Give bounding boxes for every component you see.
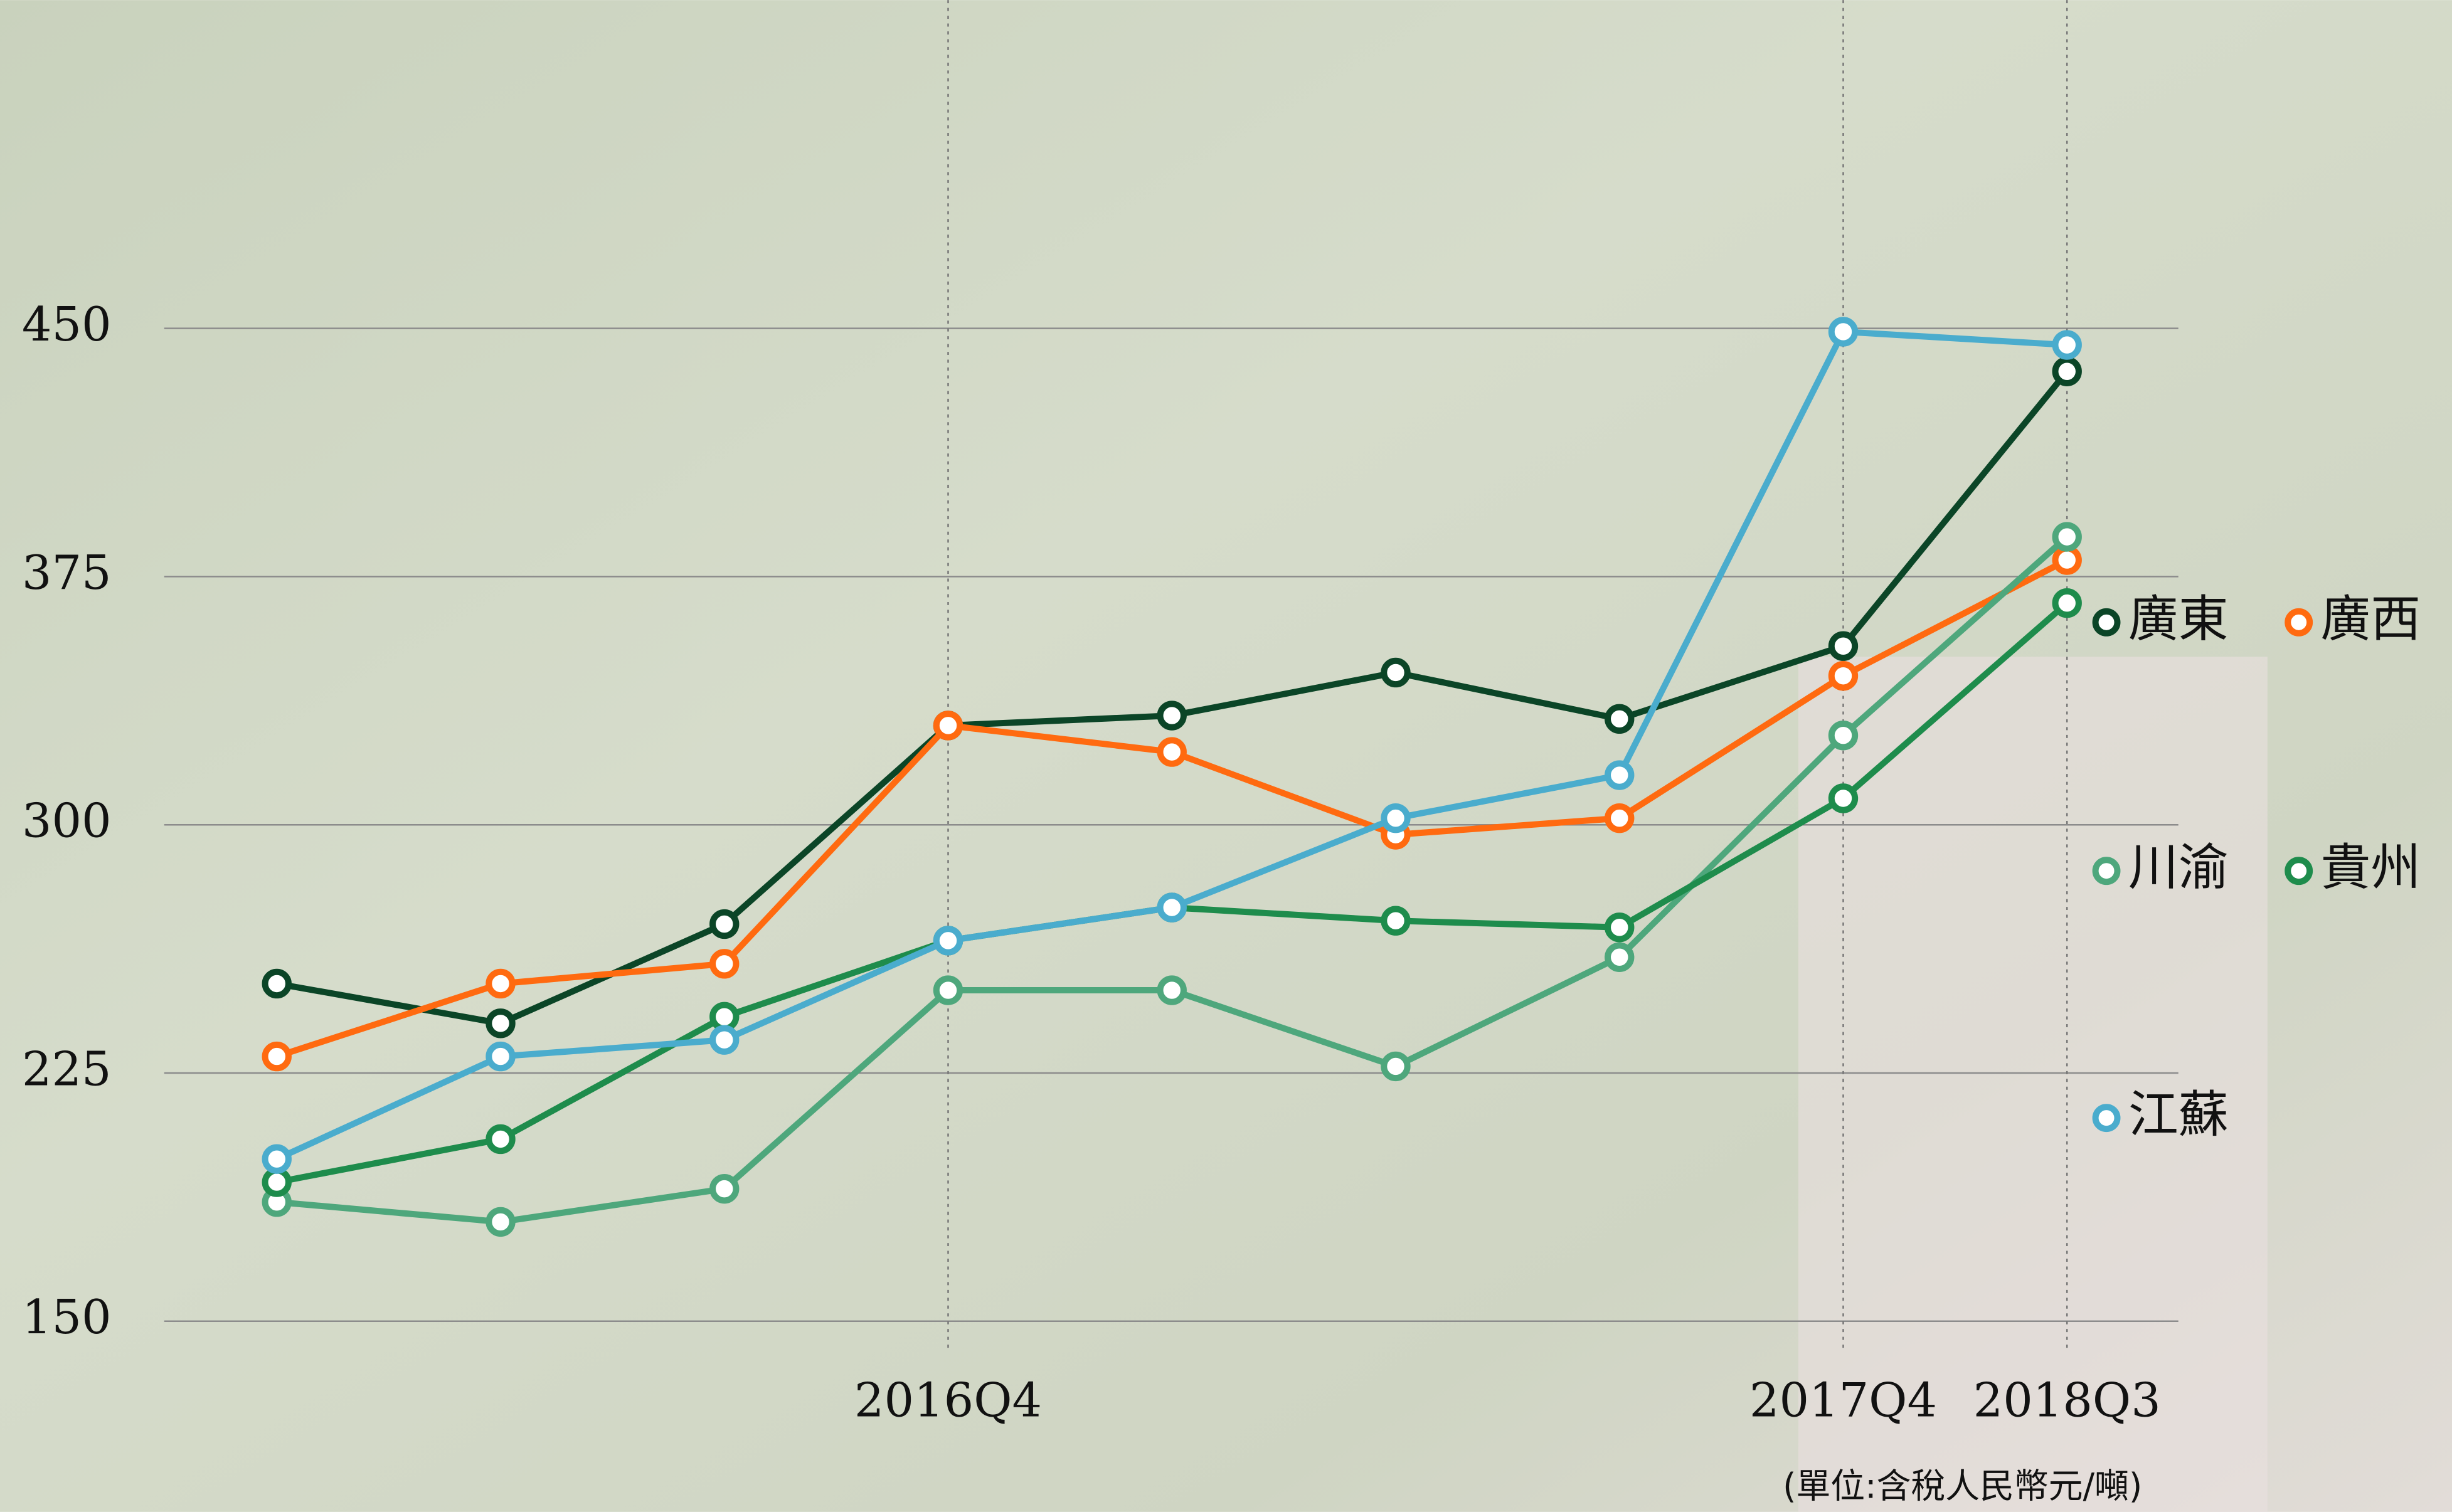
data-point bbox=[1157, 975, 1187, 1005]
legend-marker bbox=[2285, 857, 2313, 886]
data-point bbox=[1381, 657, 1411, 688]
unit-note: (單位:含稅人民幣元/噸) bbox=[1783, 1466, 2142, 1506]
data-point bbox=[1605, 704, 1635, 734]
legend-marker bbox=[2092, 608, 2121, 637]
legend-marker bbox=[2285, 608, 2313, 637]
data-point bbox=[1828, 317, 1859, 347]
data-point bbox=[1605, 912, 1635, 943]
legend-marker bbox=[2092, 1104, 2121, 1133]
data-point bbox=[2052, 330, 2082, 360]
legend-label: 貴州 bbox=[2321, 838, 2421, 897]
y-tick-label: 225 bbox=[22, 1042, 112, 1096]
legend-marker bbox=[2092, 857, 2121, 886]
data-point bbox=[486, 968, 516, 999]
data-point bbox=[2052, 356, 2082, 386]
data-point bbox=[486, 1041, 516, 1072]
data-point bbox=[1828, 783, 1859, 813]
y-tick-label: 300 bbox=[22, 794, 112, 849]
legend-label: 江蘇 bbox=[2128, 1086, 2229, 1144]
data-point bbox=[262, 1041, 292, 1072]
data-point bbox=[933, 975, 963, 1005]
background-figure bbox=[1798, 657, 2268, 1512]
data-point bbox=[1157, 700, 1187, 731]
x-tick-label: 2017Q4 bbox=[1749, 1373, 1937, 1427]
x-tick-label: 2018Q3 bbox=[1973, 1373, 2161, 1427]
y-tick-label: 150 bbox=[22, 1290, 112, 1345]
legend-label: 廣東 bbox=[2128, 589, 2229, 648]
data-point bbox=[1828, 631, 1859, 661]
data-point bbox=[1605, 942, 1635, 972]
data-point bbox=[709, 1002, 740, 1032]
data-point bbox=[1605, 803, 1635, 833]
data-point bbox=[2052, 545, 2082, 575]
y-tick-label: 375 bbox=[22, 546, 112, 600]
data-point bbox=[709, 1173, 740, 1204]
data-point bbox=[486, 1124, 516, 1155]
data-point bbox=[933, 926, 963, 956]
data-point bbox=[1828, 661, 1859, 691]
data-point bbox=[933, 711, 963, 741]
data-point bbox=[1381, 1051, 1411, 1082]
legend-label: 川渝 bbox=[2128, 838, 2229, 897]
data-point bbox=[2052, 522, 2082, 552]
data-point bbox=[709, 949, 740, 979]
data-point bbox=[262, 1144, 292, 1174]
data-point bbox=[262, 968, 292, 999]
data-point bbox=[709, 1025, 740, 1055]
data-point bbox=[2052, 588, 2082, 618]
y-tick-label: 450 bbox=[22, 297, 112, 352]
data-point bbox=[709, 909, 740, 939]
data-point bbox=[486, 1207, 516, 1237]
legend-label: 廣西 bbox=[2321, 589, 2421, 648]
data-point bbox=[1381, 906, 1411, 936]
data-point bbox=[1605, 760, 1635, 790]
data-point bbox=[262, 1167, 292, 1197]
data-point bbox=[486, 1008, 516, 1039]
data-point bbox=[1157, 892, 1187, 923]
x-tick-label: 2016Q4 bbox=[854, 1373, 1042, 1427]
data-point bbox=[1828, 721, 1859, 751]
data-point bbox=[1157, 737, 1187, 767]
data-point bbox=[1381, 803, 1411, 833]
